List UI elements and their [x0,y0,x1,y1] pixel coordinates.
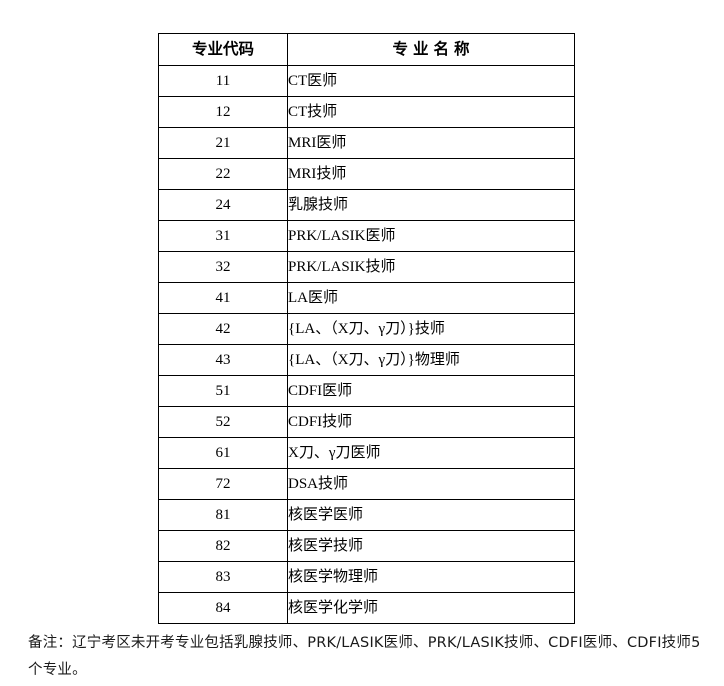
cell-code: 21 [158,127,288,159]
cell-code: 84 [158,592,288,624]
column-header-code: 专业代码 [158,33,288,66]
cell-code: 41 [158,282,288,314]
table-row: 12 CT技师 [158,96,575,128]
cell-code: 82 [158,530,288,562]
footnote-text: 备注：辽宁考区未开考专业包括乳腺技师、PRK/LASIK医师、PRK/LASIK… [28,635,701,678]
table-row: 11 CT医师 [158,65,575,97]
table-row: 81 核医学医师 [158,499,575,531]
table-row: 24 乳腺技师 [158,189,575,221]
cell-name: MRI技师 [287,158,575,190]
cell-name: 核医学化学师 [287,592,575,624]
cell-name: MRI医师 [287,127,575,159]
cell-name: CT技师 [287,96,575,128]
specialty-code-table-container: 专业代码 专业名称 11 CT医师 12 CT技师 21 MRI医师 22 MRI技师 24 乳腺… [158,33,575,624]
cell-code: 72 [158,468,288,500]
table-row: 43 {LA、（X刀、γ刀）}物理师 [158,344,575,376]
cell-code: 12 [158,96,288,128]
cell-code: 24 [158,189,288,221]
cell-code: 43 [158,344,288,376]
table-row: 83 核医学物理师 [158,561,575,593]
table-row: 41 LA医师 [158,282,575,314]
table-header-row: 专业代码 专业名称 [158,33,575,66]
cell-name: PRK/LASIK技师 [287,251,575,283]
table-row: 32 PRK/LASIK技师 [158,251,575,283]
cell-name: {LA、（X刀、γ刀）}技师 [287,313,575,345]
table-row: 61 X刀、γ刀医师 [158,437,575,469]
table-body: 11 CT医师 12 CT技师 21 MRI医师 22 MRI技师 24 乳腺技师 31 PRK/LA… [158,65,575,624]
cell-name: PRK/LASIK医师 [287,220,575,252]
table-header: 专业代码 专业名称 [158,33,575,66]
cell-name: 乳腺技师 [287,189,575,221]
cell-code: 51 [158,375,288,407]
cell-code: 32 [158,251,288,283]
table-row: 22 MRI技师 [158,158,575,190]
cell-code: 42 [158,313,288,345]
cell-name: {LA、（X刀、γ刀）}物理师 [287,344,575,376]
table-row: 84 核医学化学师 [158,592,575,624]
cell-code: 11 [158,65,288,97]
table-row: 51 CDFI医师 [158,375,575,407]
cell-code: 83 [158,561,288,593]
cell-code: 81 [158,499,288,531]
cell-code: 61 [158,437,288,469]
table-row: 21 MRI医师 [158,127,575,159]
table-row: 42 {LA、（X刀、γ刀）}技师 [158,313,575,345]
cell-code: 31 [158,220,288,252]
table-row: 31 PRK/LASIK医师 [158,220,575,252]
column-header-name: 专业名称 [287,33,575,66]
cell-name: X刀、γ刀医师 [287,437,575,469]
cell-name: 核医学物理师 [287,561,575,593]
cell-name: 核医学医师 [287,499,575,531]
cell-name: CDFI技师 [287,406,575,438]
cell-name: LA医师 [287,282,575,314]
table-row: 52 CDFI技师 [158,406,575,438]
cell-code: 52 [158,406,288,438]
specialty-code-table: 专业代码 专业名称 11 CT医师 12 CT技师 21 MRI医师 22 MRI技师 24 乳腺… [158,33,575,624]
cell-name: DSA技师 [287,468,575,500]
table-row: 82 核医学技师 [158,530,575,562]
table-row: 72 DSA技师 [158,468,575,500]
cell-name: 核医学技师 [287,530,575,562]
cell-name: CDFI医师 [287,375,575,407]
cell-name: CT医师 [287,65,575,97]
cell-code: 22 [158,158,288,190]
